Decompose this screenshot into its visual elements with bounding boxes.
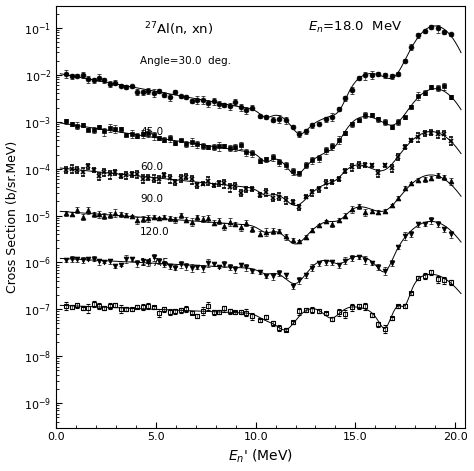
Text: $^{27}$Al(n, xn): $^{27}$Al(n, xn) [144, 20, 214, 38]
X-axis label: $E_{n}$' (MeV): $E_{n}$' (MeV) [228, 448, 293, 465]
Text: 45.0: 45.0 [140, 127, 163, 137]
Text: 90.0: 90.0 [140, 195, 163, 204]
Y-axis label: Cross Section (b/sr.MeV): Cross Section (b/sr.MeV) [6, 140, 18, 292]
Text: 147.5: 147.5 [140, 259, 170, 268]
Text: $E_n$=18.0  MeV: $E_n$=18.0 MeV [308, 20, 402, 35]
Text: Angle=30.0  deg.: Angle=30.0 deg. [140, 56, 231, 66]
Text: 60.0: 60.0 [140, 162, 163, 172]
Text: 120.0: 120.0 [140, 227, 170, 237]
